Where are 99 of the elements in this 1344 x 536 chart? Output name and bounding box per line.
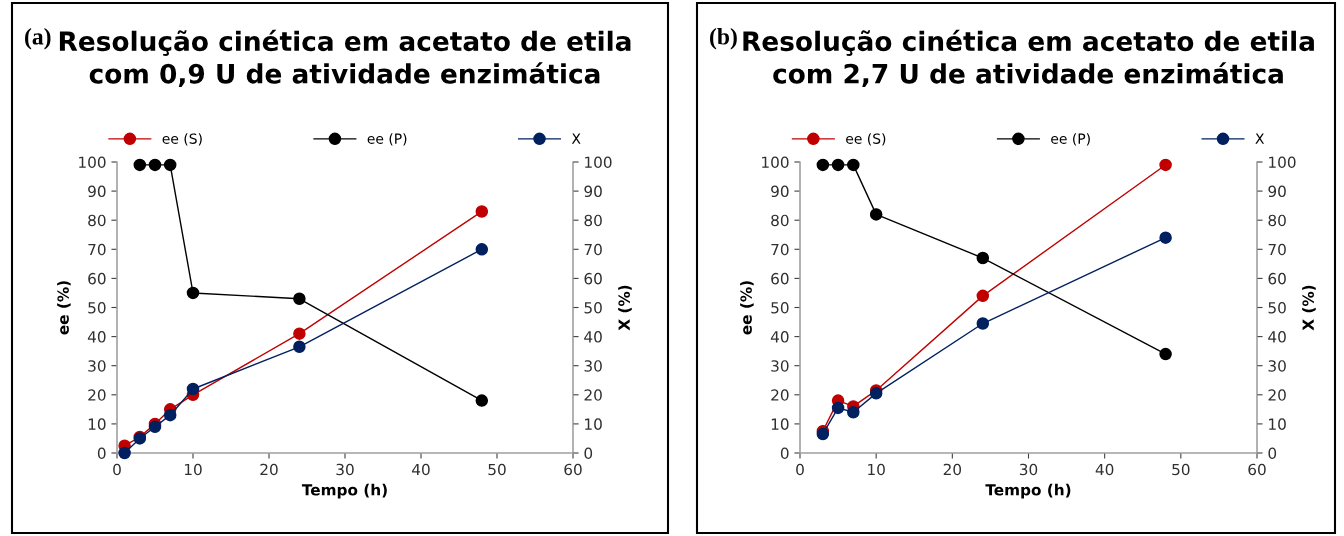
- y-tick-label: 80: [88, 214, 106, 227]
- x-tick-label: 60: [1248, 463, 1266, 476]
- point: [831, 158, 845, 172]
- y2-tick-label: 40: [1268, 331, 1286, 343]
- y-tick-label: 0: [780, 447, 789, 460]
- point: [163, 158, 177, 172]
- point: [976, 251, 990, 265]
- x-tick-label: 0: [113, 463, 121, 476]
- y-tick-label: 50: [88, 301, 106, 314]
- x-tick-label: 50: [488, 463, 506, 476]
- y2-tick-label: 0: [584, 447, 593, 460]
- chart-title: Resolução cinética em acetato de etila com 2,7 U de atividade enzimática: [743, 29, 1314, 88]
- point: [475, 205, 489, 218]
- y2-tick-label: 80: [584, 214, 602, 227]
- y-tick-label: 30: [771, 360, 789, 372]
- point: [847, 406, 860, 419]
- y-tick-label: 60: [88, 272, 106, 285]
- x-tick-label: 10: [184, 463, 202, 476]
- y2-tick-label: 0: [1268, 447, 1277, 460]
- y-axis-title: ee (%): [740, 281, 754, 335]
- y-tick-label: 50: [771, 301, 789, 314]
- y2-tick-label: 10: [1269, 418, 1286, 430]
- text: (a): [25, 28, 51, 50]
- y2-tick-label: 30: [584, 360, 602, 372]
- y2-tick-label: 100: [1269, 156, 1296, 169]
- point: [293, 340, 306, 354]
- point: [118, 446, 131, 460]
- x-tick-label: 20: [260, 463, 278, 476]
- legend-label: ee (P): [1051, 133, 1090, 146]
- point: [869, 208, 883, 221]
- point: [133, 158, 147, 172]
- y-tick-label: 0: [97, 447, 106, 460]
- y-tick-label: 10: [88, 418, 106, 430]
- x-tick-label: 20: [943, 463, 962, 476]
- legend-label: X: [571, 133, 581, 144]
- y2-tick-label: 90: [584, 185, 602, 198]
- text: (b): [710, 28, 737, 50]
- y2-axis-title: X (%): [1302, 285, 1316, 331]
- y2-tick-label: 20: [584, 389, 602, 401]
- x-tick-label: 0: [796, 463, 804, 476]
- y2-tick-label: 50: [1268, 301, 1286, 314]
- y-tick-label: 40: [770, 331, 789, 343]
- y2-tick-label: 100: [585, 156, 612, 169]
- y-tick-label: 70: [88, 243, 106, 256]
- y-tick-label: 90: [771, 185, 789, 198]
- y2-tick-label: 80: [1268, 214, 1286, 227]
- y-tick-label: 10: [771, 418, 789, 430]
- y-axis-title: ee (%): [57, 281, 71, 335]
- y-tick-label: 20: [771, 389, 789, 401]
- point: [475, 243, 489, 256]
- y2-tick-label: 40: [584, 331, 602, 343]
- point: [1159, 231, 1172, 244]
- y-tick-label: 60: [771, 272, 789, 285]
- point: [976, 289, 990, 303]
- y2-tick-label: 30: [1268, 360, 1286, 372]
- y-tick-label: 90: [88, 185, 106, 198]
- legend-label: ee (S): [162, 133, 202, 146]
- point: [293, 292, 306, 306]
- y-tick-label: 70: [771, 243, 789, 256]
- y-tick-label: 20: [88, 389, 106, 401]
- x-axis-title: Tempo (h): [985, 483, 1071, 499]
- legend-label: ee (S): [846, 133, 886, 146]
- point: [831, 401, 845, 415]
- y2-tick-label: 50: [584, 301, 602, 314]
- y2-tick-label: 60: [1268, 272, 1286, 285]
- x-tick-label: 40: [412, 463, 430, 476]
- legend-label: X: [1255, 133, 1265, 144]
- y2-tick-label: 90: [1268, 185, 1286, 198]
- y2-tick-label: 20: [1268, 389, 1286, 401]
- point: [1159, 347, 1172, 361]
- point: [847, 158, 860, 172]
- y-tick-label: 40: [87, 331, 106, 343]
- point: [475, 394, 489, 407]
- point: [976, 317, 990, 330]
- y-tick-label: 80: [771, 214, 789, 227]
- x-tick-label: 60: [564, 463, 582, 476]
- legend-label: ee (P): [367, 133, 407, 146]
- x-tick-label: 50: [1172, 463, 1190, 476]
- y2-tick-label: 10: [585, 418, 602, 430]
- y2-tick-label: 60: [584, 272, 602, 285]
- x-tick-label: 40: [1095, 463, 1114, 476]
- y2-axis-title: X (%): [618, 285, 632, 331]
- y-tick-label: 100: [79, 156, 106, 169]
- point: [293, 327, 306, 340]
- y2-tick-label: 70: [1268, 243, 1286, 256]
- x-tick-label: 30: [336, 463, 354, 476]
- point: [163, 408, 177, 422]
- point: [186, 286, 200, 300]
- y2-tick-label: 70: [584, 243, 602, 256]
- y-tick-label: 100: [762, 156, 789, 169]
- y-tick-label: 30: [88, 360, 106, 372]
- x-axis-title: Tempo (h): [301, 483, 387, 499]
- point: [816, 158, 830, 172]
- point: [148, 158, 162, 172]
- x-tick-label: 30: [1019, 463, 1038, 476]
- x-tick-label: 10: [868, 463, 885, 476]
- chart-title: Resolução cinética em acetato de etila com 0,9 U de atividade enzimática: [59, 29, 631, 88]
- point: [1159, 158, 1172, 172]
- point: [186, 382, 200, 396]
